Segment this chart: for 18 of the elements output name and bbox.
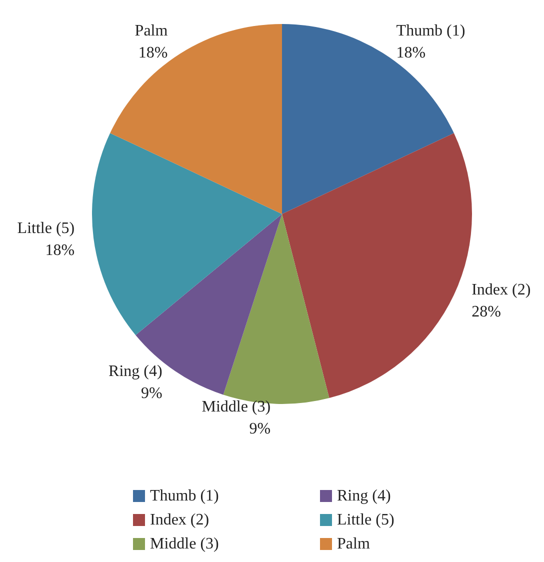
legend-label: Middle (3) — [150, 536, 219, 552]
legend-label: Thumb (1) — [150, 488, 219, 504]
legend-label: Little (5) — [337, 512, 394, 528]
data-label: 9% — [141, 385, 162, 402]
slice-label: Ring (4) — [108, 363, 162, 380]
slice-label: Little (5) — [17, 220, 75, 238]
slice-label: Index (2) — [472, 281, 531, 298]
slice-label: Palm — [134, 22, 168, 40]
legend-label: Palm — [337, 536, 370, 552]
data-label: 18% — [45, 242, 75, 260]
data-label: 18% — [138, 44, 168, 62]
slice-label: Middle (3) — [202, 398, 271, 416]
legend-label: Index (2) — [150, 512, 210, 528]
legend-label: Ring (4) — [337, 488, 391, 504]
slice-label: Thumb (1) — [396, 22, 466, 40]
data-label: 18% — [396, 44, 426, 62]
data-label: 28% — [472, 303, 501, 320]
data-label: 9% — [249, 420, 271, 438]
